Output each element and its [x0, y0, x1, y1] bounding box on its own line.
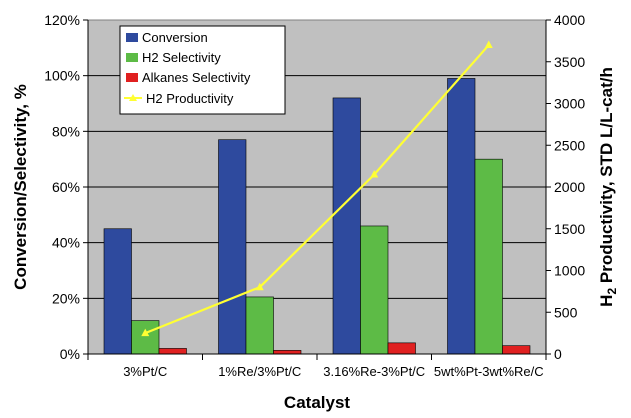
bars — [103, 78, 531, 355]
y2-tick-label: 1000 — [554, 263, 585, 279]
bar-h2-selectivity — [131, 320, 160, 355]
legend-swatch-alkanes-selectivity — [126, 73, 138, 82]
bar-alkanes-selectivity — [387, 342, 416, 355]
productivity-point — [484, 40, 493, 49]
bar-h2-selectivity — [245, 296, 274, 355]
x-tick-label: 3%Pt/C — [123, 364, 167, 379]
y-tick-label: 20% — [52, 290, 80, 306]
y-tick-label: 80% — [52, 123, 80, 139]
productivity-point — [255, 282, 264, 291]
bar-conversion — [103, 228, 132, 355]
y2-tick-label: 3500 — [554, 54, 585, 70]
bar-conversion — [218, 139, 247, 355]
legend-swatch-conversion — [126, 33, 138, 42]
y2-tick-label: 2500 — [554, 137, 585, 153]
y2-axis-title-h: H — [597, 295, 616, 307]
productivity-line-path — [144, 44, 490, 335]
y-tick-label: 120% — [44, 12, 80, 28]
x-axis-title: Catalyst — [284, 393, 350, 412]
y2-tick-label: 2000 — [554, 179, 585, 195]
y-axis-title: Conversion/Selectivity, % — [11, 84, 30, 290]
legend-marker-h2-productivity — [129, 94, 137, 101]
legend-box — [119, 25, 286, 115]
legend-item-conversion: Conversion — [126, 30, 208, 45]
x-tick-label: 5wt%Pt-3wt%Re/C — [434, 364, 544, 379]
productivity-point — [141, 328, 150, 337]
x-tick-label: 3.16%Re-3%Pt/C — [323, 364, 425, 379]
tick-labels: 0% 20% 40% 60% 80% 100% 120% 0 500 1000 1500 2000 25… — [44, 12, 585, 379]
legend-item-h2-selectivity: H2 Selectivity — [126, 50, 221, 65]
legend-swatch-h2-selectivity — [126, 53, 138, 62]
bar-h2-selectivity — [360, 225, 389, 355]
bar-conversion — [447, 78, 476, 355]
legend-label-conversion: Conversion — [142, 30, 208, 45]
y-tick-label: 0% — [60, 346, 80, 362]
legend-label-h2-selectivity: H2 Selectivity — [142, 50, 221, 65]
legend-label-alkanes-selectivity: Alkanes Selectivity — [142, 70, 251, 85]
bar-alkanes-selectivity — [502, 345, 531, 355]
y2-tick-label: 0 — [554, 346, 562, 362]
axes — [83, 19, 551, 360]
legend-item-alkanes-selectivity: Alkanes Selectivity — [126, 70, 251, 85]
y-tick-label: 60% — [52, 179, 80, 195]
y2-axis-title-rest: Productivity, STD L/L-cat/h — [597, 67, 616, 288]
y2-tick-label: 1500 — [554, 221, 585, 237]
bar-alkanes-selectivity — [158, 348, 187, 355]
y2-tick-label: 4000 — [554, 12, 585, 28]
productivity-line — [141, 40, 493, 337]
y2-axis-title-sub: 2 — [605, 288, 619, 295]
productivity-point — [370, 169, 379, 178]
bar-h2-selectivity — [474, 158, 503, 355]
y-tick-label: 40% — [52, 235, 80, 251]
y-tick-label: 100% — [44, 68, 80, 84]
y2-axis-title: H2 Productivity, STD L/L-cat/h — [597, 67, 619, 307]
bar-conversion — [332, 97, 361, 355]
bar-alkanes-selectivity — [273, 350, 302, 355]
legend-item-h2-productivity: H2 Productivity — [124, 91, 234, 106]
legend: Conversion H2 Selectivity Alkanes Select… — [119, 25, 286, 115]
y2-tick-label: 500 — [554, 304, 578, 320]
x-tick-label: 1%Re/3%Pt/C — [218, 364, 301, 379]
legend-label-h2-productivity: H2 Productivity — [146, 91, 234, 106]
y2-tick-label: 3000 — [554, 96, 585, 112]
